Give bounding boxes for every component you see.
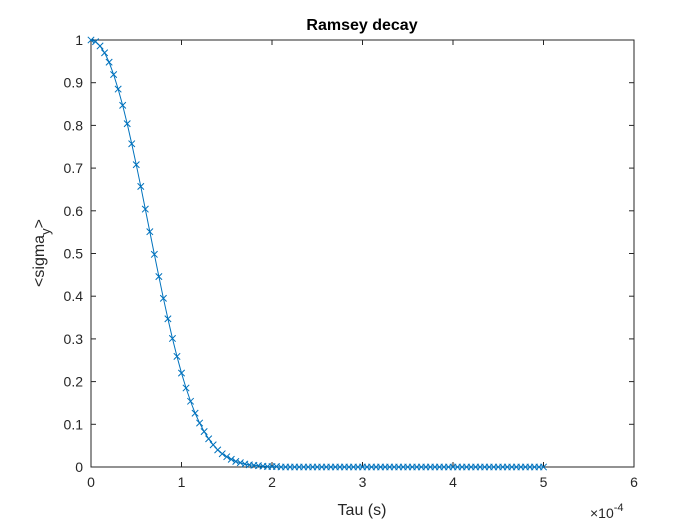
data-point-marker — [539, 463, 548, 471]
data-point-marker — [132, 161, 140, 169]
data-point-marker — [110, 71, 118, 79]
y-tick-label: 0 — [75, 459, 83, 475]
y-tick-label: 0.8 — [64, 117, 84, 133]
x-tick-label: 2 — [268, 474, 276, 490]
data-point-marker — [150, 250, 158, 258]
data-point-marker — [137, 182, 145, 191]
y-tick-label: 0.2 — [64, 374, 84, 390]
data-point-marker — [173, 352, 181, 360]
data-point-marker — [96, 42, 104, 50]
y-axis-label-subscript: y — [38, 228, 53, 235]
x-tick-label: 5 — [540, 474, 548, 490]
x-axis-exponent-power: -4 — [614, 502, 624, 514]
data-point-marker — [168, 334, 177, 343]
data-point-marker — [101, 49, 109, 57]
data-point-marker — [114, 85, 122, 93]
x-tick-label: 3 — [359, 474, 367, 490]
y-tick-label: 0.4 — [64, 288, 84, 304]
data-point-marker — [227, 455, 235, 463]
data-point-marker — [232, 457, 240, 466]
x-tick-label: 1 — [178, 474, 186, 490]
data-point-marker — [218, 450, 226, 458]
data-point-marker — [191, 409, 199, 417]
y-axis-ticks: 0 0.1 0.2 0.3 0.4 0.5 0.6 0.7 0.8 0.9 1 — [64, 32, 634, 475]
data-point-marker — [159, 294, 167, 302]
data-point-marker — [177, 369, 186, 377]
x-axis-ticks: 0 1 2 3 4 5 6 — [87, 40, 638, 490]
y-axis-label-tail: > — [31, 219, 48, 228]
data-point-marker — [200, 428, 208, 436]
data-point-marker — [119, 101, 127, 109]
data-point-marker — [146, 228, 154, 236]
data-point-marker — [141, 205, 149, 213]
y-axis-label-main: <sigma — [31, 235, 48, 287]
x-tick-label: 6 — [630, 474, 638, 490]
x-axis-label: Tau (s) — [338, 502, 387, 519]
data-point-marker — [155, 273, 163, 281]
plot-area — [90, 39, 635, 468]
x-tick-label: 0 — [87, 474, 95, 490]
y-tick-label: 0.1 — [64, 416, 84, 432]
x-axis-exponent: ×10-4 — [590, 502, 624, 521]
y-tick-label: 0.3 — [64, 331, 84, 347]
chart-title: Ramsey decay — [306, 17, 417, 34]
y-tick-label: 0.7 — [64, 160, 84, 176]
y-axis-label: <sigmay> — [31, 219, 53, 287]
y-tick-label: 0.9 — [64, 75, 84, 91]
data-point-marker — [123, 120, 131, 128]
y-tick-label: 1 — [75, 32, 83, 48]
y-tick-label: 0.5 — [64, 246, 84, 262]
y-tick-label: 0.6 — [64, 203, 84, 219]
data-point-marker — [236, 459, 244, 467]
data-point-marker — [128, 140, 136, 148]
x-tick-label: 4 — [449, 474, 457, 490]
data-point-marker — [105, 58, 113, 66]
data-point-marker — [182, 384, 190, 392]
data-series — [87, 36, 548, 471]
data-point-marker — [223, 453, 231, 461]
data-point-marker — [164, 315, 172, 323]
data-point-marker — [196, 419, 204, 427]
data-point-marker — [205, 435, 213, 443]
x-axis-exponent-base: ×10 — [590, 505, 614, 521]
data-point-marker — [186, 397, 195, 405]
data-point-marker — [87, 36, 95, 44]
